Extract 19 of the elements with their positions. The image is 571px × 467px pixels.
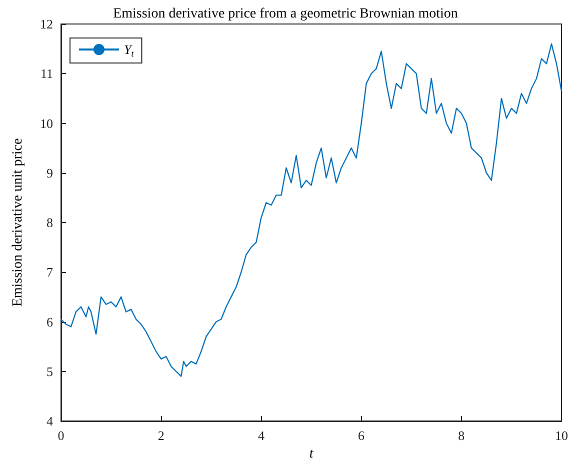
y-tick-label: 11 <box>40 66 53 82</box>
x-tick-label: 4 <box>258 428 265 443</box>
y-tick-label: 4 <box>46 414 54 428</box>
x-tick-label: 8 <box>458 428 465 443</box>
x-tick-label: 0 <box>58 428 64 443</box>
x-tick-label: 6 <box>358 428 366 443</box>
y-tick-label: 6 <box>46 314 54 330</box>
line-series <box>60 43 562 377</box>
x-tick-label: 2 <box>158 428 164 443</box>
y-tick-label: 5 <box>46 364 53 379</box>
y-tick-label: 10 <box>40 116 53 131</box>
x-tick-label: 10 <box>555 428 568 443</box>
y-axis-title: Emission derivative unit price <box>10 138 26 307</box>
y-tick-label: 7 <box>46 264 54 280</box>
chart-title: Emission derivative price from a geometric Brownian motion <box>113 6 458 22</box>
y-tick-label: 9 <box>46 165 53 180</box>
y-tick-label: 12 <box>40 16 53 32</box>
x-axis-title: t <box>309 446 314 462</box>
y-tick-label: 8 <box>46 215 53 230</box>
